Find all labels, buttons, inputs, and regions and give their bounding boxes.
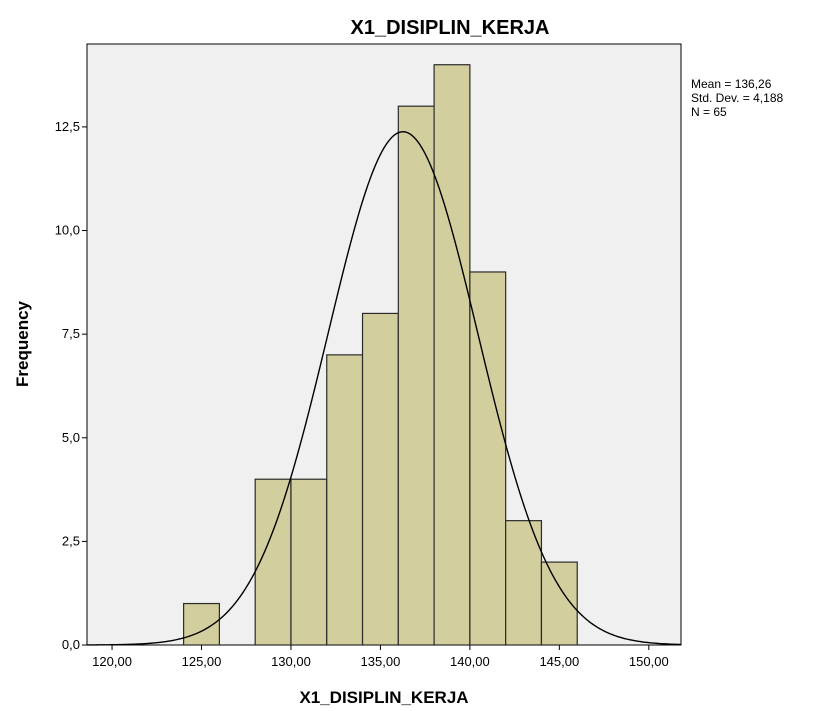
y-tick-label: 0,0 [62, 637, 80, 652]
y-tick-label: 10,0 [55, 223, 80, 238]
histogram-bar [326, 354, 364, 646]
histogram-bar [290, 478, 328, 646]
histogram-bar [397, 105, 435, 646]
y-tick-label: 12,5 [55, 119, 80, 134]
x-tick-label: 140,00 [450, 654, 490, 669]
normal-distribution-curve [86, 131, 682, 646]
histogram-bar [254, 478, 292, 646]
stat-mean: Mean = 136,26 [691, 77, 772, 91]
x-tick-label: 125,00 [182, 654, 222, 669]
y-axis-title: Frequency [13, 300, 32, 387]
histogram-bar [505, 520, 543, 646]
x-tick-label: 150,00 [629, 654, 669, 669]
histogram-bars [183, 64, 578, 646]
y-tick-label: 7,5 [62, 326, 80, 341]
histogram-bar [361, 312, 399, 646]
x-tick-label: 130,00 [271, 654, 311, 669]
y-tick-label: 5,0 [62, 430, 80, 445]
x-tick-label: 135,00 [361, 654, 401, 669]
stat-std-dev: Std. Dev. = 4,188 [691, 91, 783, 105]
chart-title: X1_DISIPLIN_KERJA [351, 17, 550, 39]
x-tick-label: 145,00 [539, 654, 579, 669]
y-tick-label: 2,5 [62, 533, 80, 548]
x-axis: 120,00 125,00 130,00 135,00 140,00 145,00 150,… [92, 645, 669, 669]
x-axis-title: X1_DISIPLIN_KERJA [299, 688, 468, 707]
statistics-legend: Mean = 136,26 Std. Dev. = 4,188 N = 65 [691, 77, 783, 119]
histogram-bar [433, 64, 471, 646]
y-axis: 0,0 2,5 5,0 7,5 10,0 12,5 [55, 119, 87, 652]
stat-n: N = 65 [691, 105, 727, 119]
histogram-bar [469, 271, 507, 646]
x-tick-label: 120,00 [92, 654, 132, 669]
